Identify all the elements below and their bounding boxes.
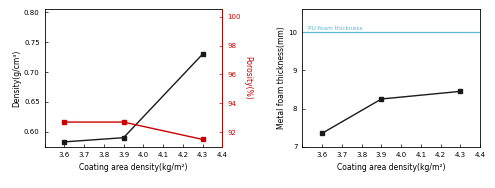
X-axis label: Coating area density(kg/m²): Coating area density(kg/m²) xyxy=(337,163,446,172)
X-axis label: Coating area density(kg/m²): Coating area density(kg/m²) xyxy=(79,163,188,172)
Text: PU foam thickness: PU foam thickness xyxy=(308,26,363,31)
Y-axis label: Density(g/cm³): Density(g/cm³) xyxy=(12,49,21,107)
Y-axis label: Metal foam thickness(mm): Metal foam thickness(mm) xyxy=(277,27,286,129)
Y-axis label: Porosity(%): Porosity(%) xyxy=(244,56,252,100)
